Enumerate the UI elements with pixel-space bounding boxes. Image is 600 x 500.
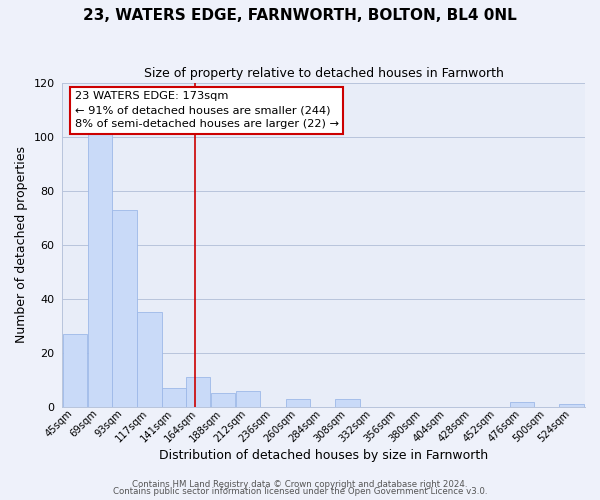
Bar <box>137 312 161 407</box>
Bar <box>62 334 87 407</box>
Bar <box>286 399 310 407</box>
Bar <box>88 134 112 407</box>
Text: Contains public sector information licensed under the Open Government Licence v3: Contains public sector information licen… <box>113 488 487 496</box>
Bar <box>335 399 359 407</box>
Bar <box>112 210 137 407</box>
Text: Contains HM Land Registry data © Crown copyright and database right 2024.: Contains HM Land Registry data © Crown c… <box>132 480 468 489</box>
Bar <box>186 377 210 407</box>
Text: 23 WATERS EDGE: 173sqm
← 91% of detached houses are smaller (244)
8% of semi-det: 23 WATERS EDGE: 173sqm ← 91% of detached… <box>75 91 339 129</box>
X-axis label: Distribution of detached houses by size in Farnworth: Distribution of detached houses by size … <box>159 450 488 462</box>
Text: 23, WATERS EDGE, FARNWORTH, BOLTON, BL4 0NL: 23, WATERS EDGE, FARNWORTH, BOLTON, BL4 … <box>83 8 517 22</box>
Y-axis label: Number of detached properties: Number of detached properties <box>15 146 28 344</box>
Bar <box>211 394 235 407</box>
Bar <box>236 390 260 407</box>
Bar <box>509 402 534 407</box>
Bar <box>559 404 584 407</box>
Title: Size of property relative to detached houses in Farnworth: Size of property relative to detached ho… <box>144 68 503 80</box>
Bar <box>162 388 187 407</box>
